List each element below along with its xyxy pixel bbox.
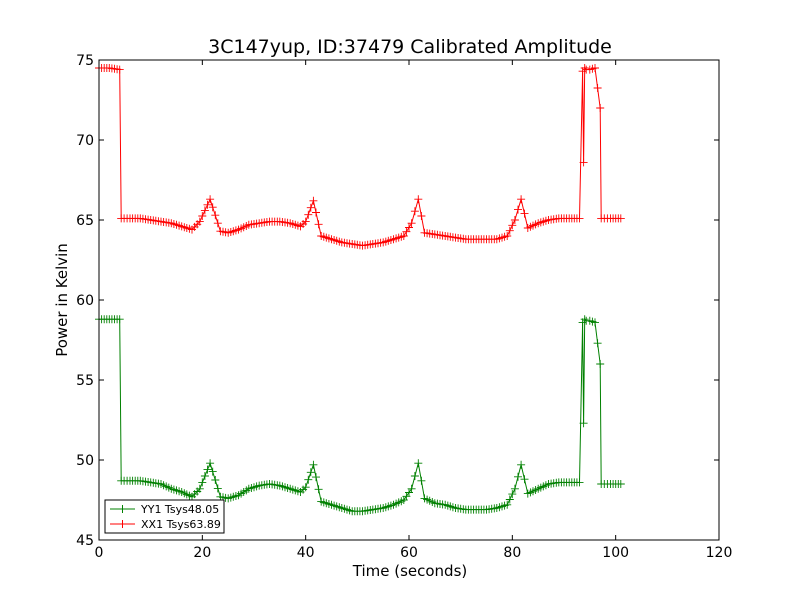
y-tick-label: 70: [76, 133, 94, 149]
plot-area: [99, 60, 719, 540]
x-axis-label: Time (seconds): [352, 562, 468, 580]
legend-marker-xx1: [118, 520, 127, 528]
y-tick-label: 75: [76, 53, 94, 69]
y-tick-label: 50: [76, 453, 94, 469]
x-tick-label: 0: [95, 545, 104, 561]
x-tick-label: 100: [602, 545, 629, 561]
y-tick-label: 60: [76, 293, 94, 309]
x-tick-label: 40: [297, 545, 315, 561]
legend-marker-yy1: [118, 505, 127, 513]
y-tick-label: 45: [76, 533, 94, 549]
axes-layer: 0 20 40 60 80 100 120 45 50 55 60 65 70 75: [76, 53, 732, 561]
legend-label-xx1: XX1 Tsys63.89: [141, 518, 221, 531]
legend-box: [104, 499, 225, 534]
x-tick-label: 20: [193, 545, 211, 561]
y-tick-label: 65: [76, 213, 94, 229]
x-tick-label: 80: [503, 545, 521, 561]
x-tick-label: 120: [706, 545, 733, 561]
legend: YY1 Tsys48.05 XX1 Tsys63.89: [104, 499, 225, 534]
chart-title: 3C147yup, ID:37479 Calibrated Amplitude: [208, 36, 612, 58]
y-axis-label: Power in Kelvin: [53, 243, 71, 357]
y-tick-label: 55: [76, 373, 94, 389]
legend-label-yy1: YY1 Tsys48.05: [140, 503, 219, 516]
x-tick-label: 60: [400, 545, 418, 561]
